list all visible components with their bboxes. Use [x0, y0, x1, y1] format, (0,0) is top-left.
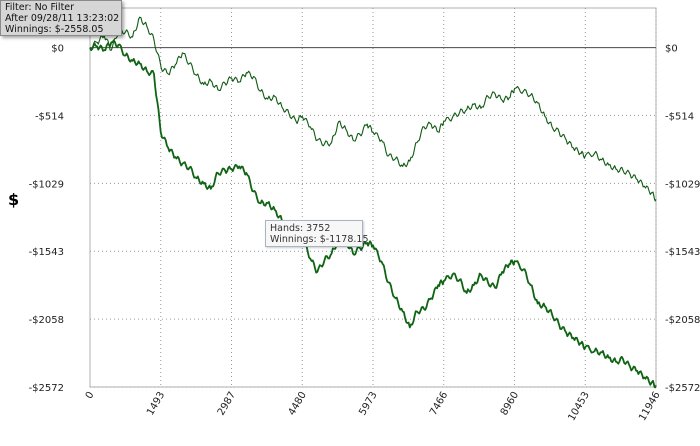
tooltip-winnings: Winnings: $-1178.15 — [270, 234, 369, 245]
filter-info-panel: Filter: No Filter After 09/28/11 13:23:0… — [0, 0, 122, 36]
y-tick-label-right: $0 — [665, 44, 678, 55]
y-tick-label-right: -$514 — [665, 111, 694, 122]
x-tick-label: 0 — [84, 390, 97, 401]
x-tick-label: 2987 — [216, 390, 238, 418]
hover-tooltip: Hands: 3752 Winnings: $-1178.15 — [265, 220, 369, 247]
total-winnings-label: Winnings: $-2558.05 — [5, 24, 104, 35]
y-tick-label-right: -$2572 — [665, 383, 700, 394]
y-tick-label-right: -$1543 — [665, 247, 700, 258]
y-tick-label-left: $0 — [51, 44, 64, 55]
x-tick-label: 10453 — [566, 390, 591, 423]
series-line-main — [89, 39, 657, 389]
y-tick-label-left: -$514 — [35, 111, 64, 122]
x-tick-label: 1493 — [145, 390, 167, 418]
y-tick-label-left: -$1029 — [29, 179, 64, 190]
tooltip-hands: Hands: 3752 — [270, 223, 331, 234]
y-tick-label-left: -$2572 — [29, 383, 64, 394]
filter-label: Filter: No Filter — [5, 2, 75, 13]
x-tick-label: 8960 — [499, 390, 521, 418]
y-tick-label-left: -$2058 — [29, 315, 64, 326]
plot-area — [89, 7, 657, 388]
series-line-secondary — [89, 16, 657, 202]
x-tick-label: 7466 — [428, 390, 450, 418]
x-tick-label: 11946 — [637, 390, 662, 423]
x-tick-label: 5973 — [357, 390, 379, 418]
y-tick-label-right: -$2058 — [665, 315, 700, 326]
after-date-label: After 09/28/11 13:23:02 — [5, 13, 120, 24]
y-tick-label-right: -$1029 — [665, 179, 700, 190]
y-axis-label: $ — [8, 190, 20, 209]
x-tick-label: 4480 — [287, 390, 309, 418]
y-tick-label-left: -$1543 — [29, 247, 64, 258]
